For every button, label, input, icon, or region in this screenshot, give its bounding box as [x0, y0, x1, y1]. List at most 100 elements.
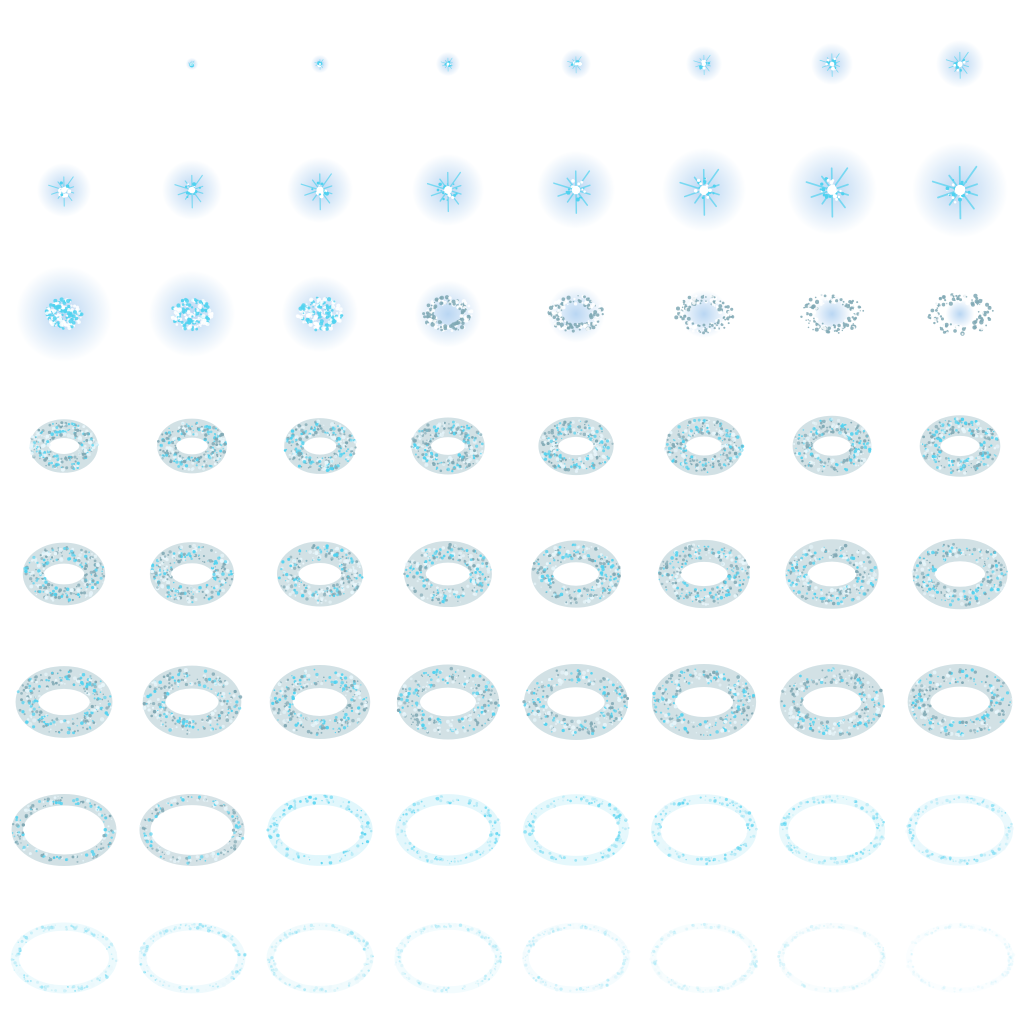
sprite-frame [384, 0, 512, 128]
frame-graphic [663, 416, 745, 476]
sprite-frame [384, 128, 512, 256]
frame-graphic [138, 922, 247, 994]
sprite-frame [128, 384, 256, 512]
frame-graphic [649, 922, 759, 994]
sprite-frame [128, 128, 256, 256]
frame-graphic [658, 539, 751, 609]
frame-graphic [792, 415, 872, 477]
frame-graphic [911, 538, 1009, 610]
frame-graphic [410, 417, 485, 475]
frame-graphic [785, 539, 879, 609]
sprite-frame [0, 128, 128, 256]
sprite-frame [640, 128, 768, 256]
frame-graphic [547, 285, 605, 343]
sprite-frame [256, 768, 384, 896]
sprite-frame [896, 384, 1024, 512]
sprite-frame [896, 512, 1024, 640]
frame-graphic [139, 794, 245, 866]
frame-graphic [778, 794, 886, 866]
sprite-frame [896, 128, 1024, 256]
sprite-frame [512, 512, 640, 640]
frame-graphic [266, 794, 373, 866]
frame-graphic [161, 159, 223, 221]
sprite-frame [768, 512, 896, 640]
sprite-frame [0, 256, 128, 384]
sprite-frame [896, 896, 1024, 1024]
sprite-frame [128, 896, 256, 1024]
sprite-frame [512, 256, 640, 384]
frame-graphic [148, 270, 236, 358]
sprite-frame [256, 640, 384, 768]
frame-graphic [0, 0, 128, 128]
frame-graphic [411, 153, 485, 227]
frame-graphic [10, 922, 119, 994]
frame-graphic [185, 57, 199, 71]
frame-graphic [522, 794, 630, 866]
frame-graphic [935, 39, 985, 89]
frame-graphic [786, 144, 878, 236]
sprite-frame [768, 640, 896, 768]
frame-graphic [905, 794, 1015, 866]
sprite-frame [128, 640, 256, 768]
frame-graphic [269, 665, 371, 739]
frame-graphic [15, 666, 113, 738]
frame-graphic [674, 290, 735, 338]
sprite-frame [128, 256, 256, 384]
frame-graphic [536, 150, 616, 230]
sprite-frame [640, 640, 768, 768]
sprite-frame [0, 896, 128, 1024]
sprite-frame [896, 256, 1024, 384]
sprite-frame [768, 896, 896, 1024]
frame-graphic [22, 542, 106, 606]
sprite-frame [768, 768, 896, 896]
sprite-frame [128, 0, 256, 128]
frame-graphic [310, 54, 330, 74]
frame-graphic [276, 541, 364, 607]
frame-graphic [522, 922, 631, 994]
sprite-frame [256, 256, 384, 384]
frame-graphic [919, 415, 1001, 477]
frame-graphic [396, 664, 501, 740]
sprite-frame [512, 0, 640, 128]
frame-graphic [403, 540, 492, 608]
sprite-frame [768, 0, 896, 128]
frame-graphic [11, 793, 117, 867]
sprite-frame [512, 128, 640, 256]
sprite-frame [512, 384, 640, 512]
frame-graphic [36, 162, 92, 218]
frame-graphic [651, 794, 758, 866]
frame-graphic [651, 663, 757, 741]
sprite-frame [640, 512, 768, 640]
frame-graphic [779, 664, 886, 740]
sprite-frame [768, 256, 896, 384]
frame-graphic [149, 542, 235, 606]
frame-graphic [395, 794, 501, 866]
frame-graphic [925, 292, 994, 336]
frame-graphic [156, 418, 228, 474]
sprite-frame [128, 768, 256, 896]
sprite-frame [896, 0, 1024, 128]
sprite-frame [384, 768, 512, 896]
frame-graphic [912, 142, 1008, 238]
frame-graphic [800, 292, 865, 335]
frame-graphic [142, 665, 243, 739]
frame-graphic [538, 416, 614, 476]
frame-graphic [907, 664, 1013, 740]
frame-graphic [414, 280, 482, 348]
sprite-frame [256, 128, 384, 256]
sprite-frame [0, 512, 128, 640]
frame-graphic [661, 147, 747, 233]
sprite-frame [0, 384, 128, 512]
frame-graphic [522, 663, 630, 741]
sprite-frame [896, 640, 1024, 768]
sprite-frame [256, 384, 384, 512]
frame-graphic [560, 48, 592, 80]
sprite-frame [256, 512, 384, 640]
frame-graphic [810, 42, 854, 86]
frame-graphic [531, 540, 622, 608]
sprite-frame [512, 768, 640, 896]
sprite-frame [0, 0, 128, 128]
frame-graphic [29, 419, 99, 473]
frame-graphic [16, 266, 112, 362]
